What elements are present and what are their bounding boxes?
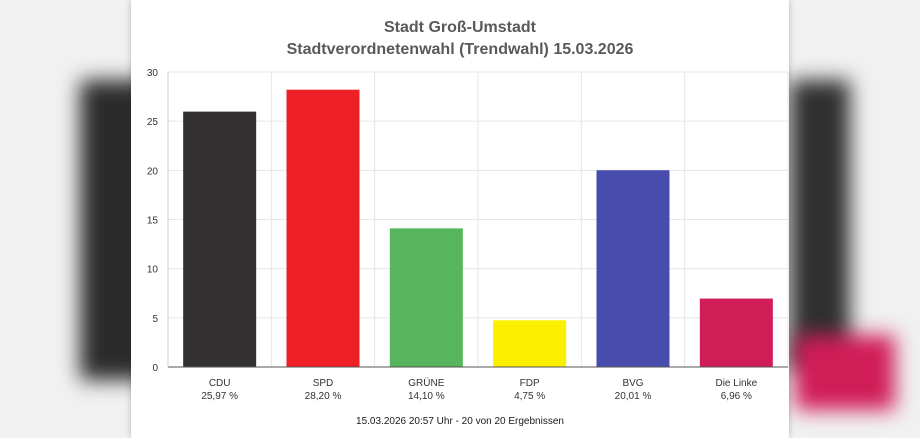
chart-title: Stadt Groß-Umstadt (384, 19, 536, 36)
bar-spd (286, 89, 360, 367)
y-tick-label: 0 (152, 363, 158, 374)
x-tick-label: GRÜNE (408, 377, 444, 389)
x-tick-label: CDU (209, 378, 231, 389)
x-tick-label: Die Linke (715, 378, 757, 389)
bar-cdu (183, 111, 257, 368)
chart-subtitle: Stadtverordnetenwahl (Trendwahl) 15.03.2… (286, 41, 634, 58)
chart-panel: Stadt Groß-Umstadt Stadtverordnetenwahl … (131, 0, 789, 438)
background-blur-right (790, 80, 850, 370)
bar-bvg (596, 170, 670, 367)
bar-die-linke (699, 298, 773, 367)
y-tick-label: 10 (147, 265, 159, 276)
bar-grüne (389, 228, 463, 367)
results-footer: 15.03.2026 20:57 Uhr - 20 von 20 Ergebni… (356, 416, 564, 427)
bar-fdp (493, 320, 567, 367)
bar-chart: 0 5 10 15 20 25 30 CDU 25,97 % SPD 28,20 % GRÜNE 14,… (147, 68, 789, 402)
y-tick-label: 30 (147, 68, 159, 79)
value-label: 4,75 % (514, 391, 545, 402)
value-label: 28,20 % (305, 391, 342, 402)
y-tick-label: 15 (147, 216, 159, 227)
x-tick-label: SPD (313, 378, 334, 389)
value-label: 14,10 % (408, 391, 445, 402)
y-tick-label: 5 (152, 314, 158, 325)
background-blur-accent (795, 335, 895, 410)
x-tick-label: FDP (520, 378, 540, 389)
value-label: 25,97 % (201, 391, 238, 402)
y-tick-label: 20 (147, 166, 159, 177)
x-tick-label: BVG (622, 378, 643, 389)
y-tick-label: 25 (147, 117, 159, 128)
value-label: 20,01 % (615, 391, 652, 402)
value-label: 6,96 % (721, 391, 752, 402)
